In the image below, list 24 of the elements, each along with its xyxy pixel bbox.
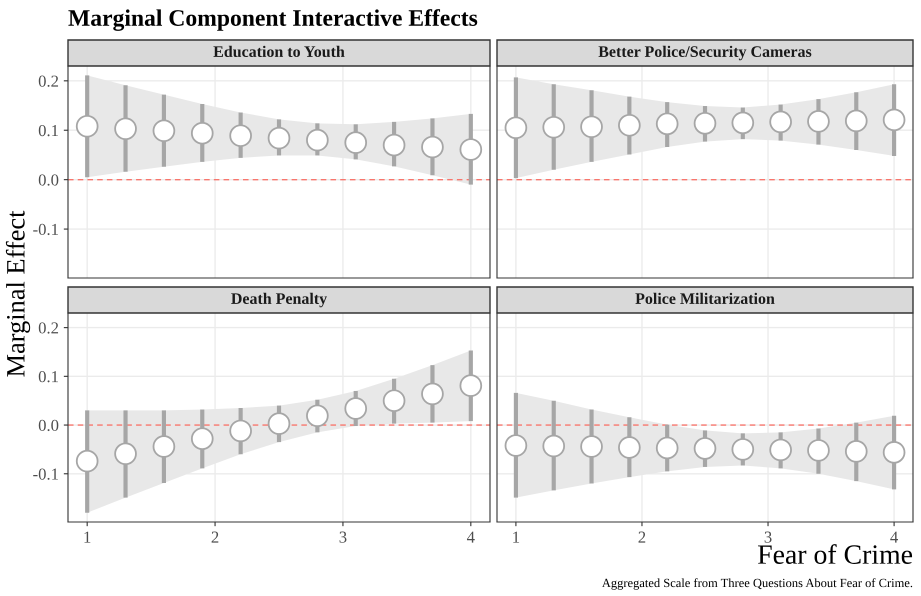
- chart-subtitle: Better Police/Security Cameras: [598, 46, 812, 60]
- y-tick-label: 0.0: [38, 420, 58, 432]
- chart-subtitle: Death Penalty: [231, 292, 327, 308]
- y-tick-label: 0.2: [38, 322, 58, 334]
- x-tick-label: 4: [890, 532, 898, 543]
- y-axis-title: Marginal Effect: [6, 210, 30, 377]
- y-tick-label: -0.1: [33, 468, 58, 480]
- y-tick-label: 0.2: [38, 76, 58, 87]
- x-tick-label: 3: [764, 532, 772, 543]
- y-tick-label: 0.1: [38, 124, 58, 136]
- x-tick-label: 2: [212, 532, 218, 543]
- y-tick-label: 0.1: [38, 371, 58, 382]
- x-tick-label: 3: [340, 532, 346, 543]
- y-tick-label: 0.0: [38, 174, 58, 186]
- y-tick-label: -0.1: [33, 224, 58, 236]
- x-tick-label: 1: [513, 532, 520, 543]
- chart-subtitle: Education to Youth: [213, 46, 345, 58]
- chart-title: Marginal Component Interactive Effects: [68, 9, 478, 31]
- x-tick-label: 4: [466, 532, 475, 543]
- x-axis-title: Fear of Crime: [758, 544, 912, 564]
- x-tick-label: 2: [638, 532, 646, 543]
- text: Aggregated Scale from Three Questions About Fear of Crime.: [602, 578, 912, 590]
- chart-subtitle: Police Militarization: [635, 292, 775, 304]
- x-tick-label: 1: [84, 532, 90, 543]
